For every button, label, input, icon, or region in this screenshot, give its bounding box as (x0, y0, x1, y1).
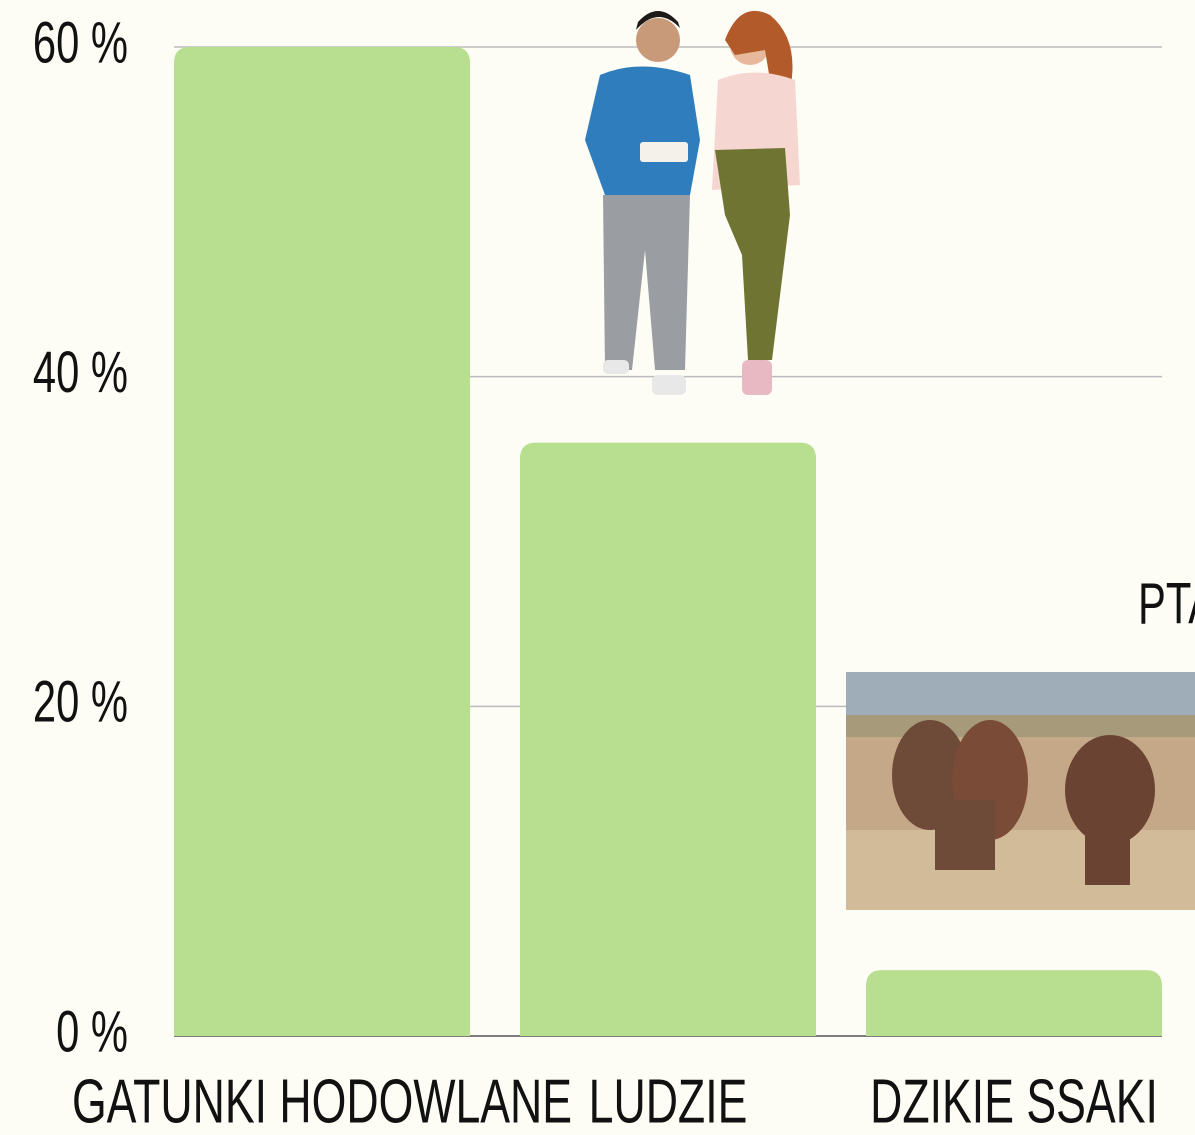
y-tick-label: 60 % (33, 10, 128, 75)
x-tick-label: DZIKIE SSAKI (870, 1067, 1158, 1135)
bar (520, 442, 816, 1037)
bar (866, 970, 1162, 1036)
elephants-photo (846, 672, 1195, 910)
y-tick-label: 40 % (33, 339, 128, 404)
bar (174, 47, 470, 1036)
plot: 0 % 20 % 40 % 60 % GATUNKI HODOWLANE LUDZIE DZ… (33, 10, 1195, 1135)
people-photo (585, 10, 800, 395)
annotation: PTAKI (1138, 571, 1195, 636)
y-tick-label: 0 % (56, 999, 128, 1064)
x-tick-label: LUDZIE (589, 1067, 748, 1135)
x-tick-label: GATUNKI HODOWLANE (72, 1067, 572, 1135)
y-tick-label: 20 % (33, 669, 128, 734)
